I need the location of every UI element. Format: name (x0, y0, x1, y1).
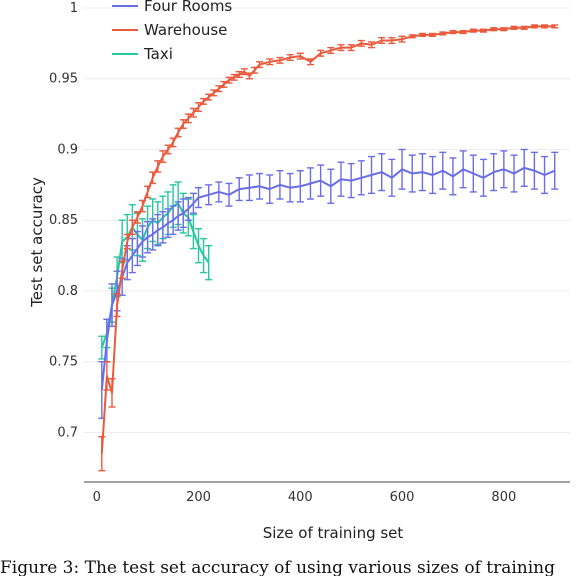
y-tick-label: 0.8 (57, 284, 78, 299)
y-tick-label: 0.85 (49, 213, 78, 228)
y-tick-label: 0.7 (57, 425, 78, 440)
legend-label: Warehouse (144, 21, 227, 39)
y-tick-label: 0.75 (49, 355, 78, 370)
legend: Four Rooms Warehouse Taxi (112, 0, 232, 63)
x-tick-label: 600 (390, 490, 415, 505)
line-chart: 0.7 0.75 0.8 0.85 0.9 0.95 1 0 200 400 600 800 Tes… (28, 0, 570, 542)
x-tick-label: 200 (186, 490, 211, 505)
series-line (100, 202, 210, 348)
gridlines (84, 7, 570, 433)
x-tick-label: 0 (93, 490, 101, 505)
legend-label: Taxi (143, 45, 173, 63)
legend-label: Four Rooms (144, 0, 232, 15)
x-tick-label: 400 (288, 490, 313, 505)
series-layer (98, 24, 559, 472)
y-tick-labels: 0.7 0.75 0.8 0.85 0.9 0.95 1 (49, 1, 78, 440)
series-four-rooms (98, 148, 559, 420)
y-axis-title: Test set accuracy (28, 177, 46, 308)
x-axis-title: Size of training set (263, 524, 404, 542)
x-tick-label: 800 (491, 490, 516, 505)
series-line (100, 25, 555, 454)
figure-caption: Figure 3: The test set accuracy of using… (0, 558, 556, 576)
y-tick-label: 0.95 (49, 72, 78, 87)
series-line (100, 166, 556, 391)
x-tick-labels: 0 200 400 600 800 (93, 490, 517, 505)
series-warehouse (98, 24, 559, 472)
y-tick-label: 1 (70, 1, 78, 16)
y-tick-label: 0.9 (57, 142, 78, 157)
